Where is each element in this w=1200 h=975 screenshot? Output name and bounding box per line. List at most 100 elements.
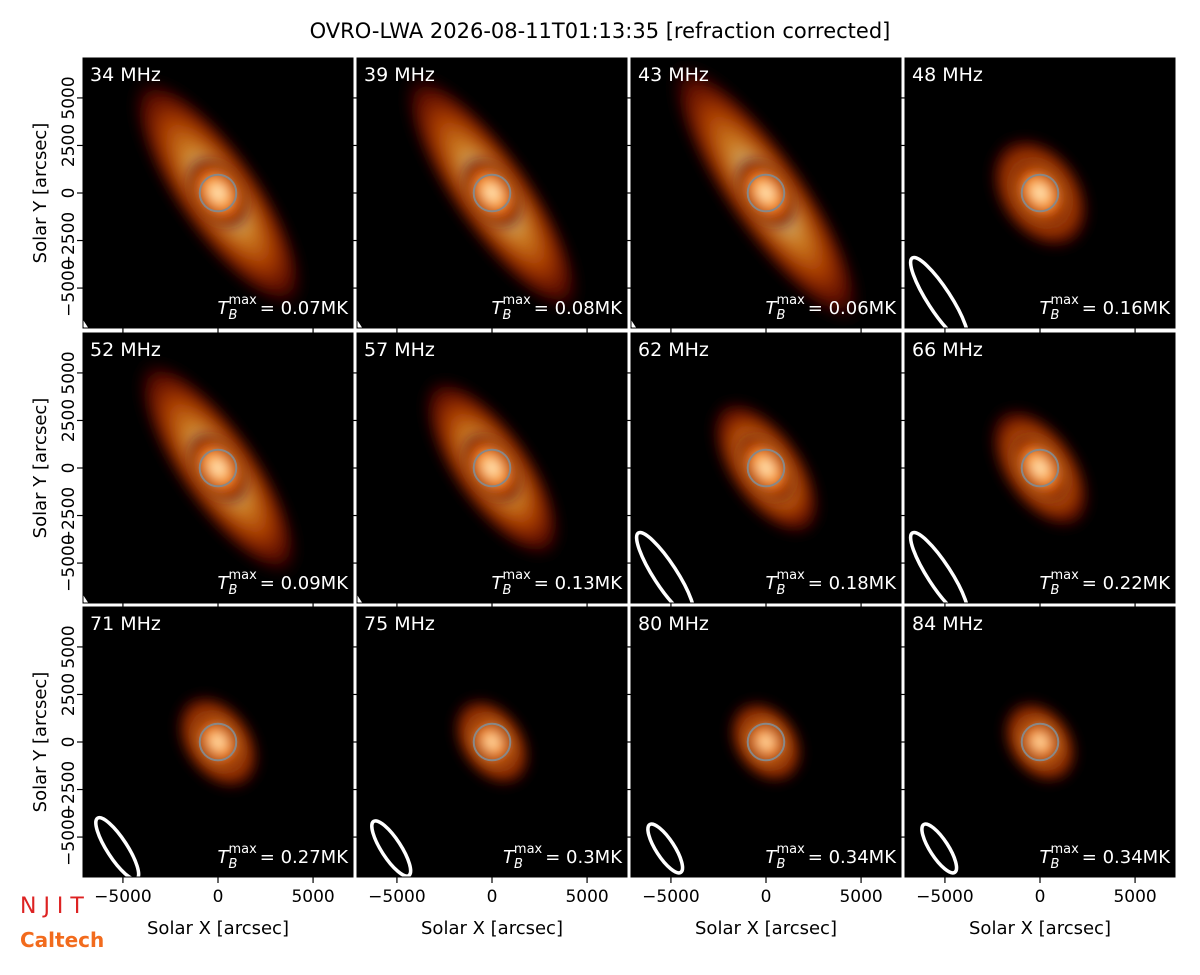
tb-sup: max (1050, 842, 1079, 857)
emission-core (460, 157, 524, 229)
panel (905, 607, 1175, 877)
x-tick-label: 5000 (565, 887, 608, 907)
y-tick-label: 5000 (59, 625, 79, 668)
axes (899, 372, 1136, 609)
solar-disk (198, 448, 238, 488)
tb-value: = 0.13MK (534, 573, 623, 594)
tb-value: = 0.3MK (545, 847, 623, 868)
beam (94, 815, 141, 877)
x-tick-label: −5000 (642, 887, 700, 907)
beam (908, 255, 970, 328)
y-tick-label: 5000 (59, 351, 79, 394)
beam (83, 461, 170, 603)
y-tick-label: 2500 (59, 124, 79, 167)
panel-title: 39 MHz (364, 64, 435, 86)
panel-title: 71 MHz (90, 613, 161, 635)
panel-title: 66 MHz (912, 339, 983, 361)
y-tick-label: 2500 (59, 399, 79, 442)
y-tick-label: 0 (59, 737, 79, 748)
tb-value: = 0.06MK (808, 298, 897, 319)
y-tick-label: 2500 (59, 673, 79, 716)
y-tick-label: −2500 (59, 212, 79, 270)
x-tick-label: 0 (213, 887, 224, 907)
emission-core (734, 157, 798, 229)
x-tick-label: 5000 (839, 887, 882, 907)
panel-title: 43 MHz (638, 64, 709, 86)
y-axis-label: Solar Y [arcsec] (30, 398, 51, 539)
panel-frame (904, 57, 1176, 329)
beam (83, 186, 170, 328)
tb-annotation: TBmax = 0.08MK (492, 293, 624, 323)
panel-title: 57 MHz (364, 339, 435, 361)
y-axis-label: Solar Y [arcsec] (30, 123, 51, 264)
solar-disk (1020, 448, 1060, 488)
beam (357, 461, 444, 603)
tb-symbol: T (218, 847, 231, 868)
tb-value: = 0.34MK (808, 847, 897, 868)
solar-disk (198, 722, 238, 762)
emission-core (185, 156, 251, 230)
tb-annotation: TBmax = 0.16MK (1040, 293, 1172, 323)
y-tick-label: 5000 (59, 76, 79, 119)
tb-annotation: TBmax = 0.13MK (492, 568, 624, 598)
tb-annotation: TBmax = 0.3MK (503, 842, 623, 872)
tb-sup: max (228, 568, 257, 583)
y-axis-label: Solar Y [arcsec] (30, 672, 51, 813)
tb-symbol: T (492, 298, 505, 319)
tb-sup: max (776, 568, 805, 583)
tb-annotation: TBmax = 0.18MK (766, 568, 898, 598)
tb-sup: max (776, 293, 805, 308)
tb-annotation: TBmax = 0.06MK (766, 293, 898, 323)
y-tick-label: 0 (59, 188, 79, 199)
tb-sub: B (777, 583, 786, 598)
emission-core (460, 432, 524, 504)
solar-disk (746, 173, 786, 213)
solar-disk (472, 722, 512, 762)
solar-disk (472, 173, 512, 213)
tb-sub: B (1051, 583, 1060, 598)
tb-sup: max (228, 842, 257, 857)
panel (357, 607, 627, 877)
tb-symbol: T (766, 573, 779, 594)
panel (631, 607, 901, 877)
x-tick-label: −5000 (916, 887, 974, 907)
tb-symbol: T (503, 847, 516, 868)
tb-annotation: TBmax = 0.22MK (1040, 568, 1172, 598)
beam (631, 186, 718, 328)
tb-sup: max (776, 842, 805, 857)
tb-sup: max (228, 293, 257, 308)
x-tick-label: 0 (761, 887, 772, 907)
solar-disk (198, 173, 238, 213)
y-tick-label: −2500 (59, 487, 79, 545)
tb-symbol: T (1040, 573, 1053, 594)
beam (920, 822, 959, 875)
tb-value: = 0.08MK (534, 298, 623, 319)
panel-frame (904, 606, 1176, 878)
tb-symbol: T (1040, 847, 1053, 868)
tb-value: = 0.07MK (260, 298, 349, 319)
panel-title: 80 MHz (638, 613, 709, 635)
panel-title: 52 MHz (90, 339, 161, 361)
tb-sub: B (229, 583, 238, 598)
panel (83, 607, 353, 877)
logo-caltech: Caltech (20, 928, 104, 952)
axes: −5000 0 5000 (351, 646, 609, 907)
x-axis-label: Solar X [arcsec] (421, 918, 563, 939)
panel (631, 58, 901, 328)
panel-frame (904, 332, 1176, 604)
panel (357, 58, 627, 328)
tb-sub: B (229, 308, 238, 323)
tb-sup: max (1050, 568, 1079, 583)
emission-core (186, 432, 250, 504)
y-tick-label: −5000 (59, 534, 79, 592)
tb-annotation: TBmax = 0.27MK (218, 842, 350, 872)
axes: −5000−2500 0 2500 5000 (59, 76, 314, 334)
panel (83, 333, 353, 603)
x-tick-label: 0 (1035, 887, 1046, 907)
panel-title: 62 MHz (638, 339, 709, 361)
panel (631, 333, 901, 603)
tb-sub: B (1051, 308, 1060, 323)
solar-disk (746, 448, 786, 488)
